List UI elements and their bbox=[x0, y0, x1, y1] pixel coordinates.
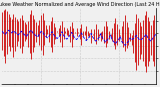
Title: Milwaukee Weather Normalized and Average Wind Direction (Last 24 Hours): Milwaukee Weather Normalized and Average… bbox=[0, 2, 160, 7]
